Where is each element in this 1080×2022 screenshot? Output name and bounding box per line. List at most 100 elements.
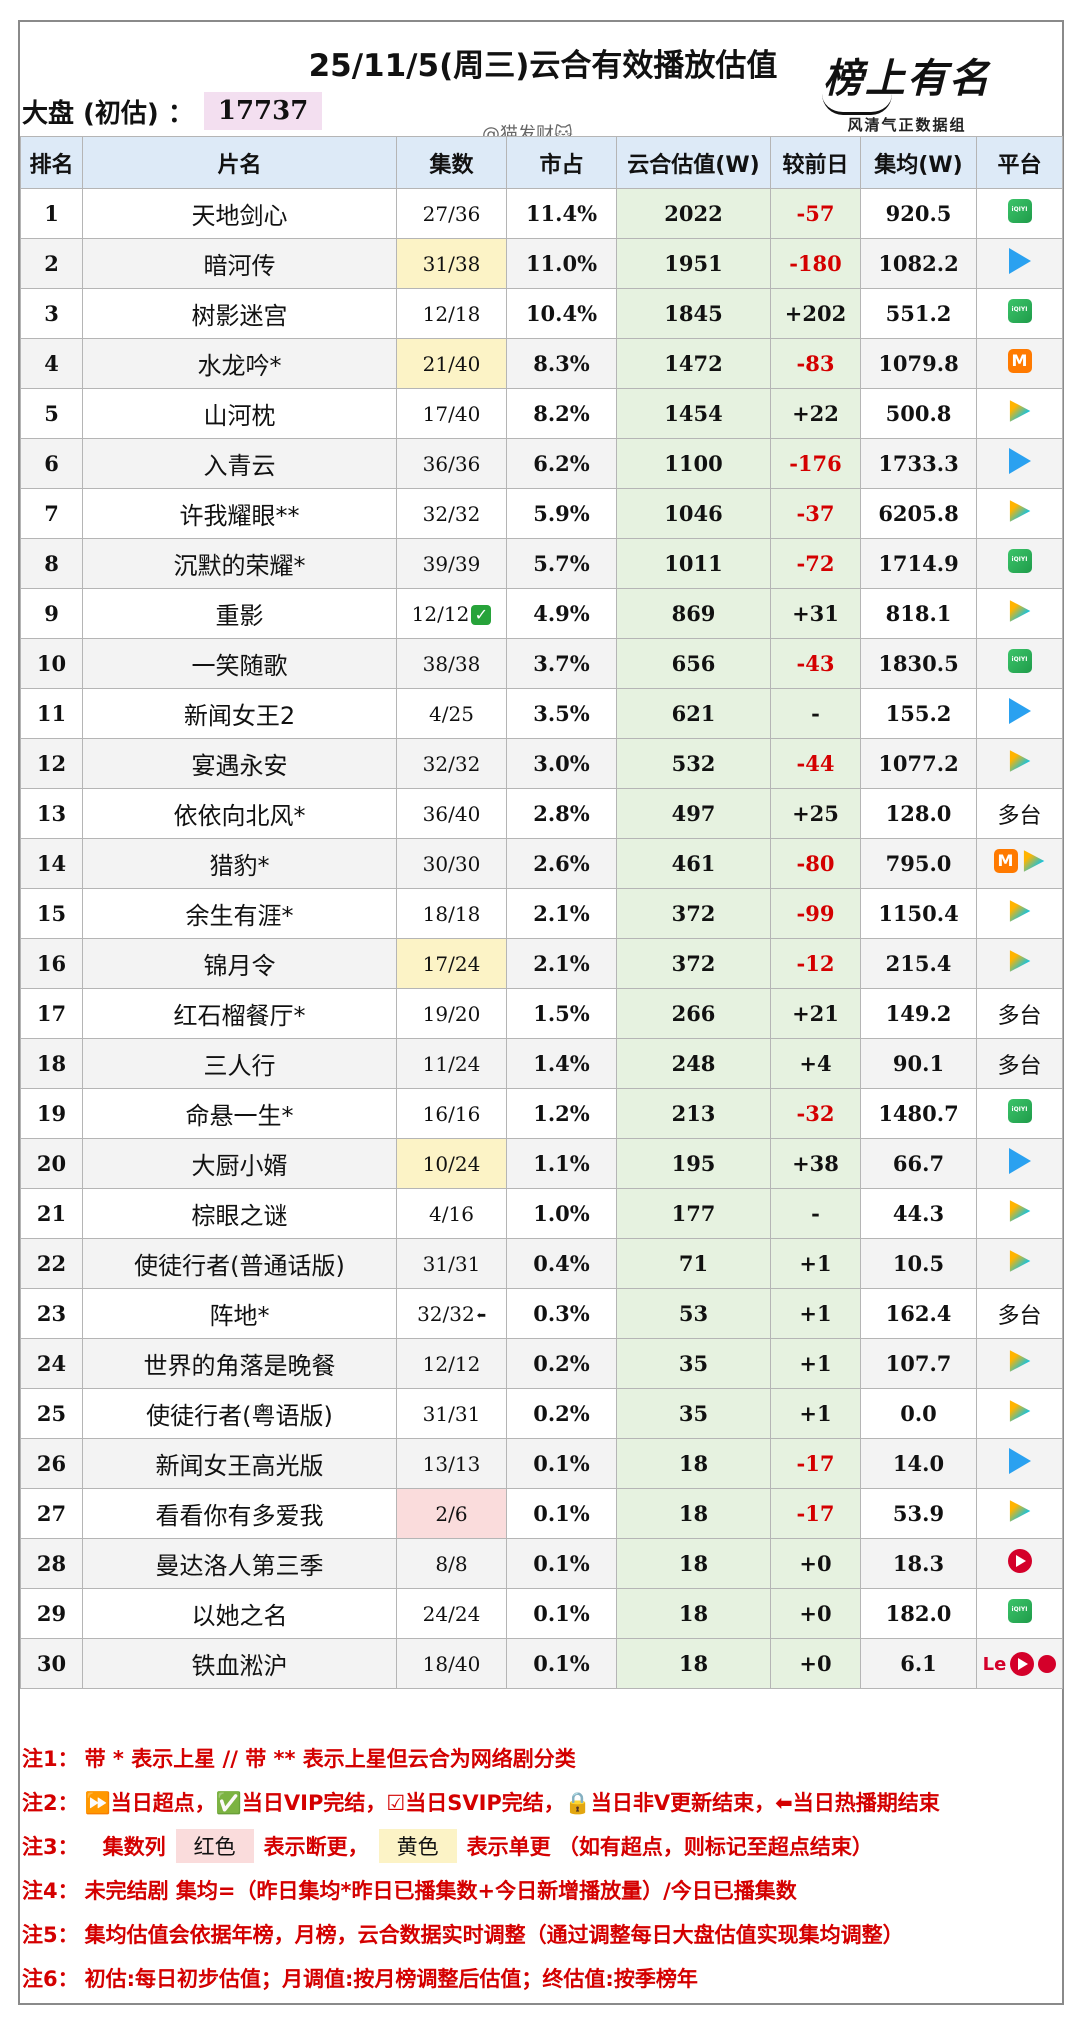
rank-cell: 21 [20,1188,83,1239]
tencent-video-icon [1009,500,1031,522]
change-cell: -83 [770,338,861,389]
platform-cell: 多台 [976,788,1063,839]
rank-cell: 23 [20,1288,83,1339]
share-cell: 4.9% [506,588,617,639]
estimate-cell: 2022 [616,188,771,239]
platform-cell: 多台 [976,1288,1063,1339]
table-row: 13 依依向北风* 36/40 2.8% 497 +25 128.0 多台 [20,788,1063,839]
rank-cell: 4 [20,338,83,389]
share-cell: 2.1% [506,938,617,989]
title-cell: 沉默的荣耀* [82,538,397,589]
rank-cell: 10 [20,638,83,689]
change-cell: +22 [770,388,861,439]
table-row: 14 猎豹* 30/30 2.6% 461 -80 795.0 [20,838,1063,889]
episodes-text: 4/25 [429,701,474,726]
share-cell: 1.5% [506,988,617,1039]
hot-period-end-icon: ⬅ [476,1308,486,1322]
episodes-text: 19/20 [422,1001,481,1026]
episodes-text: 24/24 [422,1601,481,1626]
episodes-text: 12/18 [422,301,481,326]
average-cell: 155.2 [860,688,977,739]
platform-text: 多台 [997,1303,1042,1329]
header-episodes: 集数 [396,136,507,189]
title-cell: 新闻女王2 [82,688,397,739]
youku-icon [1008,698,1031,724]
episodes-cell: 32/32 [396,738,507,789]
share-cell: 0.1% [506,1538,617,1589]
page-title: 25/11/5(周三)云合有效播放估值 [308,48,778,84]
episodes-cell: 31/31 [396,1388,507,1439]
rank-cell: 9 [20,588,83,639]
note-6: 注6： 初估:每日初步估值；月调值:按月榜调整后估值；终估值:按季榜年 [22,1967,698,1991]
average-cell: 182.0 [860,1588,977,1639]
tencent-video-icon [1009,400,1031,422]
share-cell: 11.0% [506,238,617,289]
average-cell: 0.0 [860,1388,977,1439]
table-row: 12 宴遇永安 32/32 3.0% 532 -44 1077.2 [20,738,1063,789]
average-cell: 1079.8 [860,338,977,389]
table-row: 15 余生有涯* 18/18 2.1% 372 -99 1150.4 [20,888,1063,939]
letv-icon: Le [982,1653,1007,1675]
table-row: 9 重影 12/12 ✓ 4.9% 869 +31 818.1 [20,588,1063,639]
rank-cell: 19 [20,1088,83,1139]
rank-cell: 2 [20,238,83,289]
episodes-cell: 36/36 [396,438,507,489]
play-circle-icon [1010,1652,1035,1677]
estimate-cell: 1100 [616,438,771,489]
title-cell: 铁血淞沪 [82,1638,397,1689]
header-share: 市占 [506,136,617,189]
platform-cell [976,1238,1063,1289]
platform-cell: 多台 [976,988,1063,1039]
share-cell: 3.0% [506,738,617,789]
table-row: 11 新闻女王2 4/25 3.5% 621-155.2 [20,688,1063,739]
title-cell: 红石榴餐厅* [82,988,397,1039]
table-row: 26 新闻女王高光版 13/13 0.1% 18 -17 14.0 [20,1438,1063,1489]
change-cell: +202 [770,288,861,339]
estimate-cell: 71 [616,1238,771,1289]
market-label: 大盘 (初估) ： [22,98,194,129]
share-cell: 1.1% [506,1138,617,1189]
note-3: 注3： 集数列 红色 表示断更， 黄色 表示单更 （如有超点，则标记至超点结束） [22,1824,1062,1868]
vip-complete-check-icon: ✓ [471,605,492,625]
share-cell: 0.1% [506,1588,617,1639]
platform-cell: Le [976,1638,1063,1689]
platform-cell [976,1488,1063,1539]
table-row: 21 棕眼之谜 4/16 1.0% 177-44.3 [20,1188,1063,1239]
episodes-cell: 27/36 [396,188,507,239]
change-cell: +1 [770,1338,861,1389]
episodes-cell: 4/25 [396,688,507,739]
share-cell: 8.2% [506,388,617,439]
estimate-cell: 213 [616,1088,771,1139]
episodes-text: 32/32 [422,751,481,776]
change-cell: -176 [770,438,861,489]
tencent-video-icon [1009,950,1031,972]
estimate-cell: 1951 [616,238,771,289]
share-cell: 0.1% [506,1488,617,1539]
rank-cell: 6 [20,438,83,489]
estimate-cell: 35 [616,1388,771,1439]
header-average: 集均(W) [860,136,977,189]
table-row: 23 阵地* 32/32 ⬅ 0.3% 53 +1 162.4 多台 [20,1288,1063,1339]
tencent-video-icon [1009,600,1031,622]
estimate-cell: 248 [616,1038,771,1089]
rank-cell: 29 [20,1588,83,1639]
table-row: 3 树影迷宫 12/18 10.4% 1845 +202 551.2 [20,288,1063,339]
rank-cell: 14 [20,838,83,889]
share-cell: 2.6% [506,838,617,889]
change-cell: -80 [770,838,861,889]
table-row: 8 沉默的荣耀* 39/39 5.7% 1011 -72 1714.9 [20,538,1063,589]
average-cell: 818.1 [860,588,977,639]
estimate-cell: 372 [616,888,771,939]
share-cell: 0.4% [506,1238,617,1289]
platform-cell [976,938,1063,989]
estimate-cell: 35 [616,1338,771,1389]
average-cell: 162.4 [860,1288,977,1339]
episodes-cell: 31/31 [396,1238,507,1289]
ranking-sheet: 25/11/5(周三)云合有效播放估值 榜上有名 风清气正数据组 大盘 (初估)… [18,20,1064,2005]
episodes-text: 38/38 [422,651,481,676]
yellow-legend-box: 黄色 [378,1829,457,1863]
share-cell: 10.4% [506,288,617,339]
share-cell: 5.7% [506,538,617,589]
note-5: 注5： 集均估值会依据年榜，月榜，云合数据实时调整（通过调整每日大盘估值实现集均… [22,1923,904,1947]
title-cell: 天地剑心 [82,188,397,239]
